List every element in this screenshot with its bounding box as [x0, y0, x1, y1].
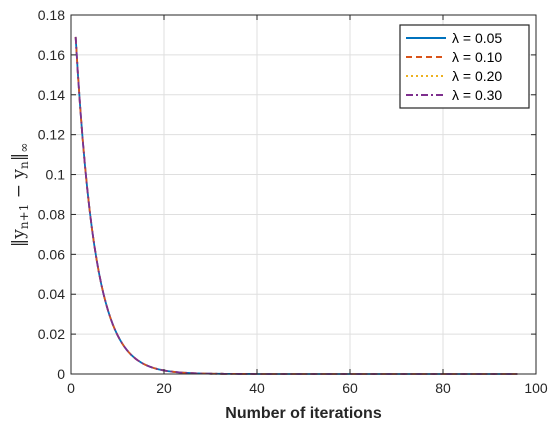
x-axis-label: Number of iterations	[225, 405, 382, 422]
x-tick-label: 20	[156, 380, 172, 396]
y-tick-label: 0.08	[38, 206, 65, 222]
legend-label-2: λ = 0.10	[452, 49, 502, 65]
y-axis-label: ‖yn+1 − yn‖∞	[9, 143, 31, 247]
legend: λ = 0.05 λ = 0.10 λ = 0.20 λ = 0.30	[399, 24, 530, 109]
y-tick-label: 0.1	[46, 167, 66, 183]
x-tick-label: 40	[249, 380, 265, 396]
legend-label-1: λ = 0.05	[452, 30, 502, 46]
x-axis-ticks: 0 20 40 60 80 100	[67, 15, 548, 396]
y-tick-label: 0.18	[38, 7, 65, 23]
y-tick-label: 0	[57, 366, 65, 382]
y-tick-label: 0.16	[38, 47, 65, 63]
x-tick-label: 0	[67, 380, 75, 396]
grid-lines	[71, 15, 536, 374]
plot-frame	[70, 14, 537, 375]
y-tick-label: 0.04	[38, 286, 65, 302]
y-tick-label: 0.14	[38, 87, 65, 103]
y-tick-label: 0.12	[38, 127, 65, 143]
x-tick-label: 100	[524, 380, 548, 396]
y-axis-ticks: 0 0.02 0.04 0.06 0.08 0.1 0.12 0.14 0.16 0.18	[38, 7, 536, 382]
legend-label-4: λ = 0.30	[452, 87, 502, 103]
legend-label-3: λ = 0.20	[452, 68, 502, 84]
y-tick-label: 0.06	[38, 246, 65, 262]
x-tick-label: 80	[435, 380, 451, 396]
y-tick-label: 0.02	[38, 326, 65, 342]
x-tick-label: 60	[342, 380, 358, 396]
